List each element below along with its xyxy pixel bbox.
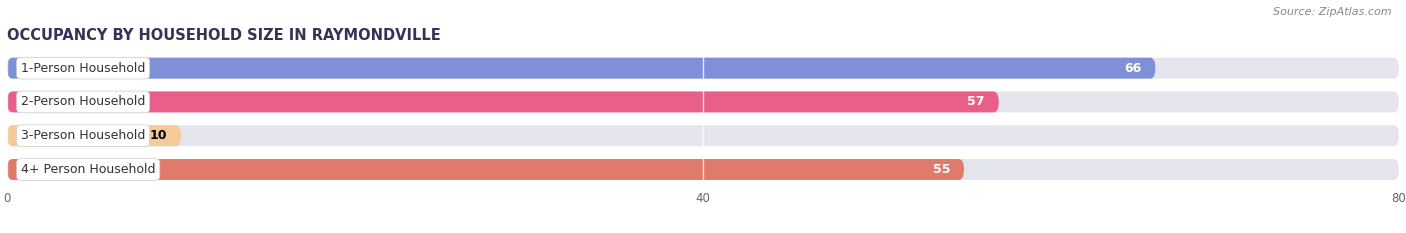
FancyBboxPatch shape xyxy=(7,58,1156,79)
Text: 55: 55 xyxy=(932,163,950,176)
Text: 3-Person Household: 3-Person Household xyxy=(21,129,145,142)
Text: 10: 10 xyxy=(149,129,167,142)
FancyBboxPatch shape xyxy=(7,125,1399,146)
Text: 1-Person Household: 1-Person Household xyxy=(21,62,145,75)
FancyBboxPatch shape xyxy=(7,159,1399,180)
Text: 2-Person Household: 2-Person Household xyxy=(21,96,145,108)
Text: 57: 57 xyxy=(967,96,984,108)
Text: 4+ Person Household: 4+ Person Household xyxy=(21,163,156,176)
FancyBboxPatch shape xyxy=(7,92,1399,112)
Text: Source: ZipAtlas.com: Source: ZipAtlas.com xyxy=(1274,7,1392,17)
Text: OCCUPANCY BY HOUSEHOLD SIZE IN RAYMONDVILLE: OCCUPANCY BY HOUSEHOLD SIZE IN RAYMONDVI… xyxy=(7,28,440,43)
Text: 66: 66 xyxy=(1125,62,1142,75)
FancyBboxPatch shape xyxy=(7,58,1399,79)
FancyBboxPatch shape xyxy=(7,159,965,180)
FancyBboxPatch shape xyxy=(7,92,998,112)
FancyBboxPatch shape xyxy=(7,125,181,146)
